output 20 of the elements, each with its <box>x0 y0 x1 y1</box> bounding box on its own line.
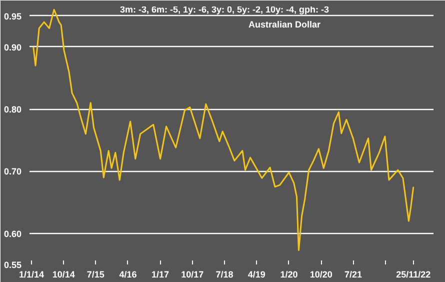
y-tick-label: 0.80 <box>4 104 22 115</box>
x-tick-label: 1/1/14 <box>18 270 44 280</box>
x-tick-label: 10/14 <box>52 270 75 280</box>
x-tick-label: 10/20 <box>310 270 332 280</box>
y-tick-label: 0.70 <box>4 166 22 177</box>
x-tick-label: 7/21 <box>344 270 362 280</box>
x-tick-label: 1/20 <box>280 270 298 280</box>
line-series <box>32 8 414 251</box>
x-tick-label: 4/19 <box>248 270 266 280</box>
x-tick-label: 10/17 <box>181 270 204 280</box>
x-tick-label: 4/16 <box>119 270 137 280</box>
x-tick-label: 1/17 <box>152 270 170 280</box>
text: Australian Dollar <box>248 20 322 30</box>
y-tick-label: 0.60 <box>4 228 22 239</box>
y-tick-label: 0.55 <box>4 260 22 270</box>
y-tick-label: 0.90 <box>4 42 22 52</box>
x-tick-label: 7/18 <box>216 270 234 280</box>
y-tick-label: 0.95 <box>4 11 22 22</box>
x-tick-label: 7/15 <box>86 270 104 280</box>
x-tick-label: 25/11/22 <box>396 270 431 280</box>
